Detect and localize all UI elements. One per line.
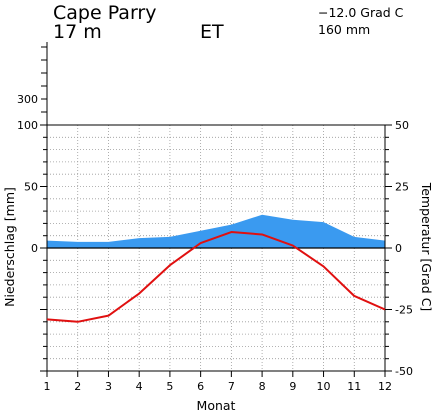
mean-temperature: −12.0 Grad C [318,5,404,20]
x-tick-label: 1 [44,380,51,393]
station-name: Cape Parry [53,2,156,24]
x-tick-label: 7 [228,380,235,393]
x-axis-label: Monat [197,398,236,413]
precipitation-area [47,214,385,248]
y-right-tick-label: 50 [395,119,409,132]
x-tick-label: 12 [378,380,392,393]
y-right-tick-label: 0 [395,242,402,255]
x-tick-label: 10 [317,380,331,393]
y-left-tick-label: 100 [17,119,38,132]
x-tick-label: 2 [74,380,81,393]
x-tick-label: 4 [136,380,143,393]
y-left-tick-label: 50 [24,181,38,194]
y-right-tick-label: 25 [395,181,409,194]
x-tick-label: 11 [347,380,361,393]
precip-area-shape [47,214,385,248]
y-left-axis-label: Niederschlag [mm] [2,187,17,307]
y-right-axis-label: Temperatur [Grad C] [419,182,434,312]
temp-polyline [46,231,386,323]
y-left-upper-tick-label: 300 [17,93,38,106]
y-right-tick-label: -25 [395,304,413,317]
axes [40,42,392,377]
station-elevation: 17 m [53,21,102,43]
annual-precipitation: 160 mm [318,22,370,37]
temperature-line [46,231,386,323]
x-tick-label: 3 [105,380,112,393]
climate-classification: ET [200,21,224,43]
x-tick-label: 9 [289,380,296,393]
x-tick-label: 5 [166,380,173,393]
x-tick-label: 6 [197,380,204,393]
x-tick-label: 8 [259,380,266,393]
y-right-tick-label: -50 [395,365,413,378]
y-left-tick-label: 0 [31,242,38,255]
